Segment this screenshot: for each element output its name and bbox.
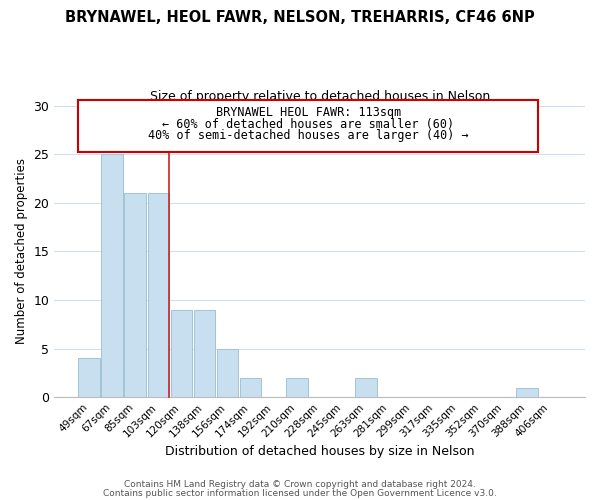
Y-axis label: Number of detached properties: Number of detached properties [15, 158, 28, 344]
Text: ← 60% of detached houses are smaller (60): ← 60% of detached houses are smaller (60… [162, 118, 454, 130]
Title: Size of property relative to detached houses in Nelson: Size of property relative to detached ho… [149, 90, 490, 103]
Bar [239, 378, 262, 397]
Bar [101, 154, 124, 397]
Bar [516, 388, 538, 397]
Bar [355, 378, 377, 397]
Bar [79, 358, 100, 397]
Bar [194, 310, 215, 397]
FancyBboxPatch shape [78, 100, 538, 152]
Bar [124, 193, 146, 397]
Bar [170, 310, 193, 397]
Bar [148, 193, 169, 397]
Bar [217, 348, 238, 397]
X-axis label: Distribution of detached houses by size in Nelson: Distribution of detached houses by size … [165, 444, 475, 458]
Text: 40% of semi-detached houses are larger (40) →: 40% of semi-detached houses are larger (… [148, 129, 469, 142]
Text: BRYNAWEL HEOL FAWR: 113sqm: BRYNAWEL HEOL FAWR: 113sqm [215, 106, 401, 118]
Text: Contains public sector information licensed under the Open Government Licence v3: Contains public sector information licen… [103, 489, 497, 498]
Text: Contains HM Land Registry data © Crown copyright and database right 2024.: Contains HM Land Registry data © Crown c… [124, 480, 476, 489]
Bar [286, 378, 308, 397]
Text: BRYNAWEL, HEOL FAWR, NELSON, TREHARRIS, CF46 6NP: BRYNAWEL, HEOL FAWR, NELSON, TREHARRIS, … [65, 10, 535, 25]
